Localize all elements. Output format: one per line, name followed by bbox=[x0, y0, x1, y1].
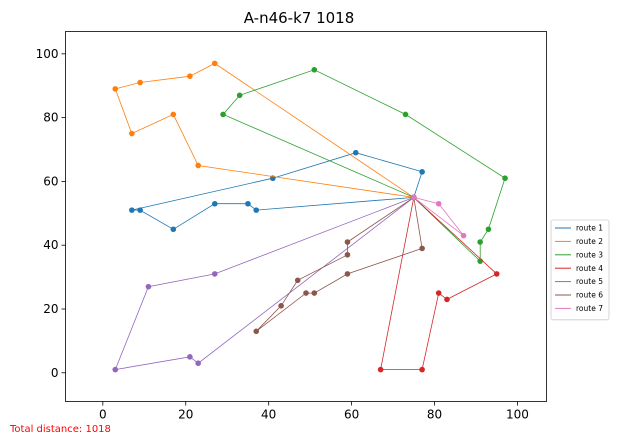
customer-point bbox=[278, 303, 284, 309]
routes bbox=[112, 60, 508, 373]
customer-point bbox=[303, 290, 309, 296]
customer-point bbox=[460, 232, 467, 239]
route-line bbox=[114, 62, 415, 198]
customer-point bbox=[220, 111, 226, 118]
customer-point bbox=[377, 366, 384, 373]
y-tick-label: 40 bbox=[43, 238, 58, 252]
customer-point bbox=[170, 226, 177, 233]
x-tick-label: 20 bbox=[178, 408, 193, 422]
legend-label: route 7 bbox=[576, 304, 603, 313]
customer-point bbox=[211, 271, 218, 277]
legend-label: route 3 bbox=[576, 250, 603, 259]
x-axis: 0 20 40 60 80 100 bbox=[99, 401, 529, 422]
customer-point bbox=[129, 207, 135, 213]
customer-point bbox=[253, 328, 260, 335]
y-tick-label: 0 bbox=[51, 366, 59, 380]
customer-point bbox=[187, 73, 193, 79]
customer-point bbox=[311, 290, 318, 296]
route-5 bbox=[112, 194, 417, 373]
legend-label: route 5 bbox=[576, 277, 603, 286]
legend: route 1 route 2 route 3 route 4 route 5 route… bbox=[550, 219, 610, 321]
legend-label: route 4 bbox=[576, 264, 603, 273]
y-axis: 0 20 40 60 80 100 bbox=[36, 47, 66, 380]
y-tick-label: 80 bbox=[43, 111, 58, 125]
customer-point bbox=[145, 283, 152, 290]
customer-point bbox=[419, 245, 425, 252]
x-tick-label: 60 bbox=[344, 408, 359, 422]
customer-point bbox=[195, 162, 201, 169]
route-line bbox=[255, 197, 423, 332]
customer-point bbox=[352, 149, 359, 156]
customer-point bbox=[419, 366, 425, 373]
y-tick-label: 60 bbox=[43, 174, 58, 188]
customer-point bbox=[477, 258, 483, 264]
y-tick-label: 20 bbox=[43, 302, 58, 316]
customer-point bbox=[211, 60, 218, 67]
customer-point bbox=[435, 200, 442, 207]
route-line bbox=[222, 69, 506, 263]
route-line bbox=[131, 152, 423, 230]
chart-title: A-n46-k7 1018 bbox=[244, 9, 355, 27]
legend-label: route 2 bbox=[576, 237, 603, 246]
x-tick-label: 100 bbox=[506, 408, 529, 422]
customer-point bbox=[311, 66, 318, 73]
route-6 bbox=[253, 194, 425, 335]
customer-point bbox=[493, 271, 500, 277]
y-tick-label: 100 bbox=[36, 47, 59, 61]
customer-point bbox=[344, 239, 351, 245]
route-7 bbox=[411, 194, 467, 239]
legend-label: route 6 bbox=[576, 291, 603, 300]
customer-point bbox=[170, 111, 177, 118]
customer-point bbox=[253, 207, 260, 213]
total-distance: Total distance: 1018 bbox=[9, 424, 111, 435]
route-2 bbox=[112, 60, 417, 201]
customer-point bbox=[112, 86, 119, 92]
customer-point bbox=[245, 200, 251, 207]
customer-point bbox=[435, 290, 442, 296]
x-tick-label: 80 bbox=[427, 408, 442, 422]
x-tick-label: 0 bbox=[99, 408, 107, 422]
customer-point bbox=[444, 296, 450, 303]
customer-point bbox=[402, 111, 409, 118]
customer-point bbox=[477, 239, 483, 245]
customer-point bbox=[211, 200, 218, 207]
route-line bbox=[380, 197, 498, 371]
customer-point bbox=[236, 92, 243, 99]
customer-point bbox=[344, 251, 351, 258]
legend-label: route 1 bbox=[576, 224, 603, 233]
customer-point bbox=[137, 207, 143, 213]
customer-point bbox=[187, 354, 193, 360]
customer-point bbox=[137, 79, 143, 86]
customer-point bbox=[195, 360, 201, 367]
x-tick-label: 40 bbox=[261, 408, 276, 422]
customer-point bbox=[129, 130, 135, 137]
depot-point bbox=[411, 194, 417, 201]
customer-point bbox=[344, 271, 351, 277]
customer-point bbox=[502, 175, 508, 182]
customer-point bbox=[294, 277, 301, 284]
customer-point bbox=[112, 366, 119, 373]
customer-point bbox=[419, 169, 425, 175]
customer-point bbox=[485, 226, 492, 233]
plot-area bbox=[65, 31, 547, 402]
route-line bbox=[413, 197, 464, 236]
route-line bbox=[114, 197, 415, 371]
